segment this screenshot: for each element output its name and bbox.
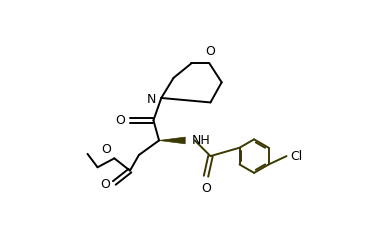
Text: O: O [101,178,110,191]
Text: O: O [201,182,211,195]
Text: Cl: Cl [291,150,303,163]
Text: O: O [115,114,125,127]
Polygon shape [159,137,185,144]
Text: N: N [146,92,156,106]
Text: NH: NH [192,134,211,147]
Text: O: O [101,143,111,156]
Text: O: O [206,45,215,58]
